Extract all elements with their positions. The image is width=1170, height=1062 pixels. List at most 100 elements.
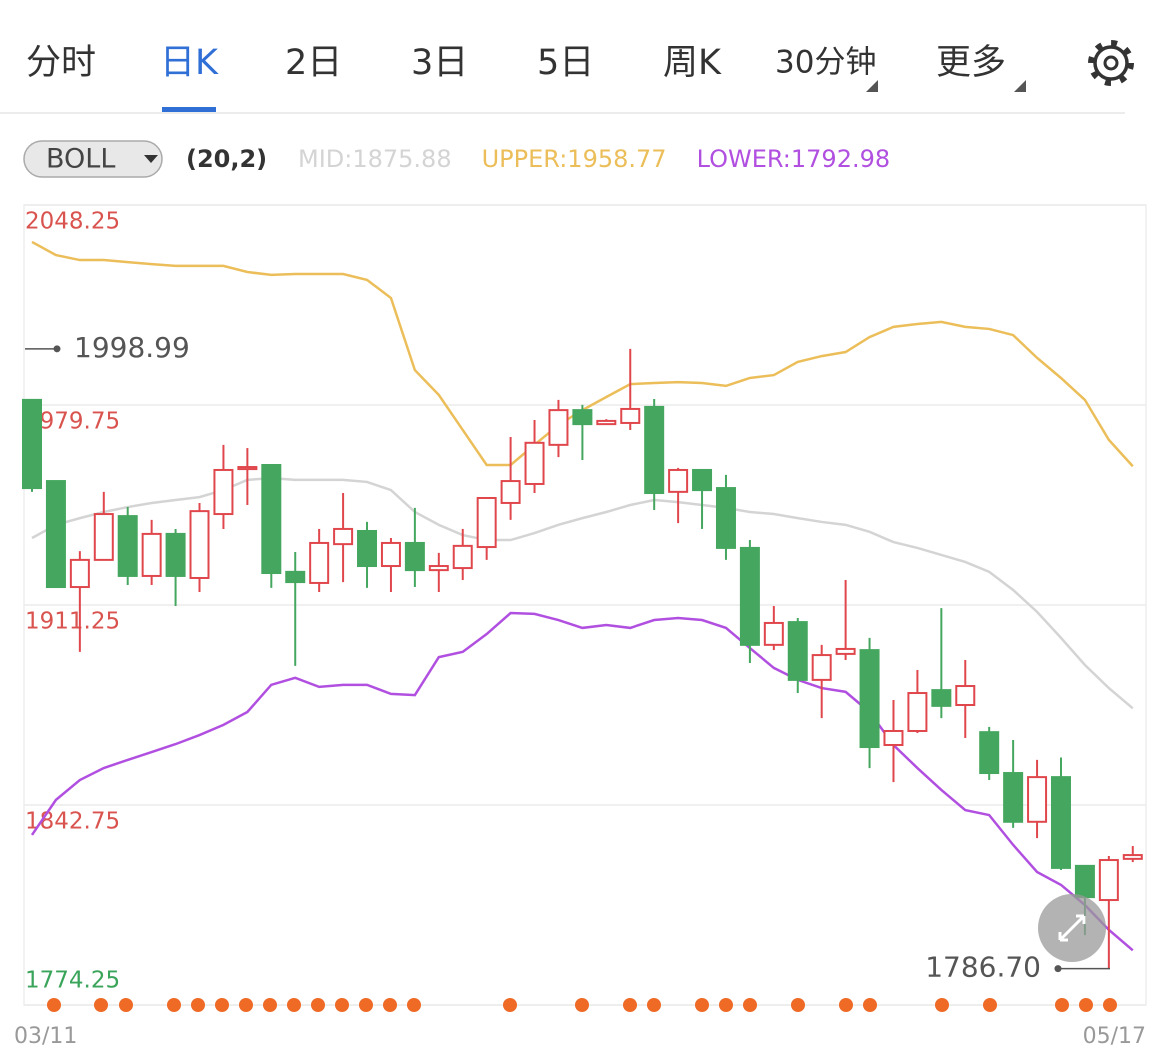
signal-dot — [263, 998, 277, 1012]
zoom-button[interactable] — [1038, 894, 1106, 962]
signal-dot — [359, 998, 373, 1012]
signal-dot — [863, 998, 877, 1012]
candle-body — [596, 419, 617, 426]
candle-body — [309, 541, 330, 584]
candle-body — [261, 464, 282, 575]
candle-body — [572, 409, 593, 426]
candle-body — [644, 405, 665, 495]
tab[interactable]: 3日 — [411, 43, 468, 83]
indicator-name: BOLL — [46, 144, 115, 175]
candle-body — [835, 647, 856, 655]
x-tick-label: 03/11 — [14, 1024, 77, 1049]
candle-body — [907, 692, 928, 732]
candle-body — [883, 729, 904, 747]
overlay-line — [30, 611, 1134, 952]
tab[interactable]: 日K — [160, 43, 219, 83]
signal-dot — [791, 998, 805, 1012]
candle-body — [620, 407, 641, 424]
gear-ring — [1093, 45, 1129, 81]
candle-body — [1027, 776, 1048, 823]
signal-dot — [1079, 998, 1093, 1012]
tab[interactable]: 5日 — [537, 43, 594, 83]
signal-dot — [1103, 998, 1117, 1012]
tab[interactable]: 分时 — [26, 43, 96, 83]
candle-body — [787, 621, 808, 681]
candle-body — [500, 480, 521, 504]
x-tick-label: 05/17 — [1083, 1024, 1146, 1049]
signal-dot — [167, 998, 181, 1012]
candle-body — [1074, 864, 1095, 899]
signal-dot — [311, 998, 325, 1012]
signal-dot — [935, 998, 949, 1012]
overlay-label: MID:1875.88 — [298, 145, 452, 173]
signal-dot — [503, 998, 517, 1012]
candle-body — [931, 689, 952, 707]
signal-dot — [383, 998, 397, 1012]
candle-body — [380, 541, 401, 568]
candle-body — [668, 468, 689, 493]
signal-dot — [407, 998, 421, 1012]
signal-dot — [647, 998, 661, 1012]
signal-dot — [743, 998, 757, 1012]
signal-dot — [1055, 998, 1069, 1012]
signal-dot — [94, 998, 108, 1012]
zoom-arrows — [1058, 914, 1086, 942]
active-tab-underline — [162, 107, 216, 112]
candle-body — [955, 685, 976, 707]
signal-dot — [719, 998, 733, 1012]
y-tick-label: 1842.75 — [25, 809, 120, 835]
candle-body — [763, 621, 784, 646]
indicator-select[interactable]: BOLL — [23, 140, 163, 178]
high-marker-label: 1998.99 — [74, 331, 190, 364]
candle-body — [45, 480, 66, 589]
candle-body — [333, 527, 354, 546]
candle-body — [141, 532, 162, 577]
signal-dot — [191, 998, 205, 1012]
candle-body — [69, 558, 90, 589]
signal-dot — [239, 998, 253, 1012]
signal-dot — [839, 998, 853, 1012]
tab[interactable]: 更多 — [936, 43, 1006, 83]
signal-dot — [287, 998, 301, 1012]
candle-body — [524, 441, 545, 485]
signal-dot — [47, 998, 61, 1012]
dropdown-corner — [1014, 80, 1026, 92]
candle-body — [285, 570, 306, 584]
candle-body — [715, 487, 736, 549]
candle-body — [979, 731, 1000, 775]
overlay-label: UPPER:1958.77 — [482, 145, 667, 173]
candle-body — [213, 468, 234, 516]
candle-body — [237, 466, 258, 471]
candle-body — [117, 515, 138, 577]
dropdown-corner — [866, 80, 878, 92]
candle-body — [859, 649, 880, 749]
overlay-label: LOWER:1792.98 — [697, 145, 891, 173]
high-marker-dot — [53, 345, 61, 353]
candle-body — [692, 468, 713, 492]
signal-dot — [119, 998, 133, 1012]
candle-body — [404, 541, 425, 572]
candle-body — [189, 510, 210, 579]
candle-body — [1098, 859, 1119, 902]
signal-dot — [695, 998, 709, 1012]
signal-dot — [623, 998, 637, 1012]
candle-body — [93, 513, 114, 561]
candle-body — [1003, 772, 1024, 823]
y-tick-label: 1911.25 — [25, 609, 120, 635]
candle-body — [1122, 854, 1143, 860]
candle-body — [548, 409, 569, 446]
dropdown-arrow — [144, 155, 158, 163]
candle-body — [428, 565, 449, 572]
candle-body — [22, 398, 42, 490]
low-marker-dot — [1054, 965, 1062, 973]
candle-body — [165, 532, 186, 577]
settings-icon[interactable] — [1088, 40, 1134, 86]
tab[interactable]: 2日 — [285, 43, 342, 83]
candle-body — [739, 546, 760, 646]
indicator-button — [23, 140, 163, 178]
tab[interactable]: 周K — [663, 43, 722, 83]
gear-teeth — [1088, 40, 1134, 86]
tab[interactable]: 30分钟 — [775, 45, 876, 81]
signal-dot — [983, 998, 997, 1012]
